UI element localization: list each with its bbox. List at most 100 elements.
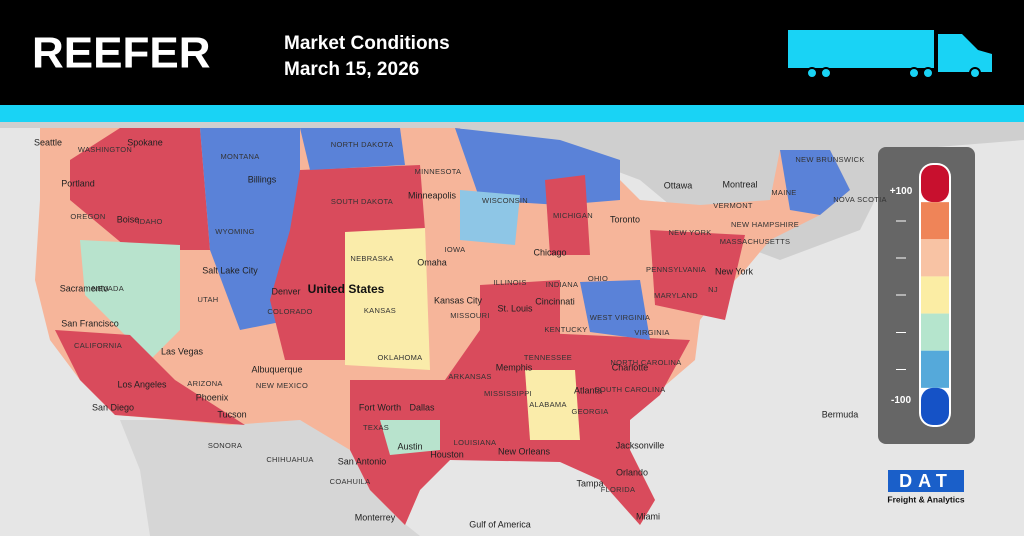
date: March 15, 2026	[284, 59, 419, 80]
map-label: NORTH DAKOTA	[331, 140, 394, 149]
map-label: COAHUILA	[330, 477, 371, 486]
map-label: UTAH	[197, 295, 218, 304]
map-label: NORTH CAROLINA	[610, 358, 681, 367]
map-label: Portland	[61, 178, 95, 188]
legend-label: —	[896, 252, 906, 263]
legend-swatch	[921, 239, 949, 277]
map-label: CHIHUAHUA	[266, 455, 313, 464]
map-label: Orlando	[616, 467, 648, 477]
region	[525, 370, 580, 440]
map-label: WISCONSIN	[482, 196, 528, 205]
map-label: MAINE	[771, 188, 796, 197]
map-label: New York	[715, 266, 754, 276]
map-label: IDAHO	[137, 217, 162, 226]
region	[55, 330, 245, 425]
map-label: IOWA	[445, 245, 466, 254]
legend-label: —	[896, 290, 906, 301]
map-label: Monterrey	[355, 512, 396, 522]
subtitle: Market Conditions	[284, 33, 450, 54]
map-label: Austin	[397, 441, 422, 451]
map-label: Los Angeles	[117, 379, 167, 389]
map-label: Jacksonville	[616, 440, 665, 450]
map-label: Gulf of America	[469, 519, 531, 529]
map-label: Dallas	[409, 402, 435, 412]
map-label: Memphis	[496, 362, 533, 372]
map-label: Charlotte	[612, 362, 649, 372]
map-label: Kansas City	[434, 295, 483, 305]
map-label: Minneapolis	[408, 190, 457, 200]
map-label: SOUTH CAROLINA	[595, 385, 666, 394]
map-label: MONTANA	[220, 152, 259, 161]
region	[270, 165, 425, 360]
map-label: Toronto	[610, 214, 640, 224]
map-label: MINNESOTA	[415, 167, 462, 176]
map-label: Boise	[117, 214, 140, 224]
map-label: MICHIGAN	[553, 211, 593, 220]
logo: DAT Freight & Analytics	[887, 470, 965, 504]
region	[650, 230, 745, 320]
legend-label: —	[896, 364, 906, 375]
map-label: Chicago	[533, 247, 566, 257]
map-label: Denver	[271, 286, 300, 296]
logo-tagline: Freight & Analytics	[887, 494, 964, 504]
region	[480, 280, 560, 345]
header-stripe	[0, 105, 1024, 122]
map-label: ARKANSAS	[448, 372, 491, 381]
map-label: NEBRASKA	[350, 254, 393, 263]
map-label: SOUTH DAKOTA	[331, 197, 393, 206]
mexico	[120, 420, 420, 536]
legend-swatch	[921, 202, 949, 240]
logo-name: DAT	[899, 471, 953, 491]
logo-box	[888, 470, 964, 492]
region	[70, 128, 210, 250]
map-label: New Orleans	[498, 446, 551, 456]
map-label: NEW YORK	[668, 228, 711, 237]
region	[200, 128, 300, 330]
map-label: GEORGIA	[571, 407, 608, 416]
map-label: NEW BRUNSWICK	[795, 155, 864, 164]
map-label: Billings	[248, 174, 277, 184]
map-label: San Diego	[92, 402, 134, 412]
map-label: Las Vegas	[161, 346, 204, 356]
map-label: VIRGINIA	[634, 328, 669, 337]
map-label: OREGON	[70, 212, 105, 221]
region	[545, 175, 590, 255]
map-label: TEXAS	[363, 423, 389, 432]
region	[345, 228, 430, 370]
map-label: ALABAMA	[529, 400, 567, 409]
map-label: PENNSYLVANIA	[646, 265, 706, 274]
legend-label: +100	[890, 186, 913, 197]
map-label: MARYLAND	[654, 291, 698, 300]
map-label: ILLINOIS	[493, 278, 526, 287]
truck-icon	[788, 30, 992, 79]
legend-swatch	[921, 276, 949, 314]
map-label: Tucson	[217, 409, 246, 419]
map-label: Seattle	[34, 137, 62, 147]
map-label: CALIFORNIA	[74, 341, 122, 350]
map-label: Montreal	[722, 179, 757, 189]
region	[580, 280, 650, 340]
legend-swatch	[921, 387, 949, 425]
map-label: KANSAS	[364, 306, 396, 315]
map-label: United States	[308, 282, 385, 296]
region	[380, 420, 440, 455]
map-label: TENNESSEE	[524, 353, 572, 362]
legend-label: -100	[891, 395, 911, 406]
map-label: SONORA	[208, 441, 242, 450]
map-label: ARIZONA	[187, 379, 222, 388]
map-label: NJ	[708, 285, 718, 294]
region	[780, 150, 850, 215]
map-label: Omaha	[417, 257, 447, 267]
map-label: NEW MEXICO	[256, 381, 308, 390]
legend-label: —	[896, 327, 906, 338]
map-label: VERMONT	[713, 201, 753, 210]
map-label: FLORIDA	[601, 485, 636, 494]
map-label: WYOMING	[215, 227, 255, 236]
map-label: OHIO	[588, 274, 608, 283]
map-label: Albuquerque	[251, 364, 302, 374]
legend-swatch	[921, 165, 949, 203]
map-label: MISSOURI	[450, 311, 490, 320]
map-label: MASSACHUSETTS	[720, 237, 791, 246]
